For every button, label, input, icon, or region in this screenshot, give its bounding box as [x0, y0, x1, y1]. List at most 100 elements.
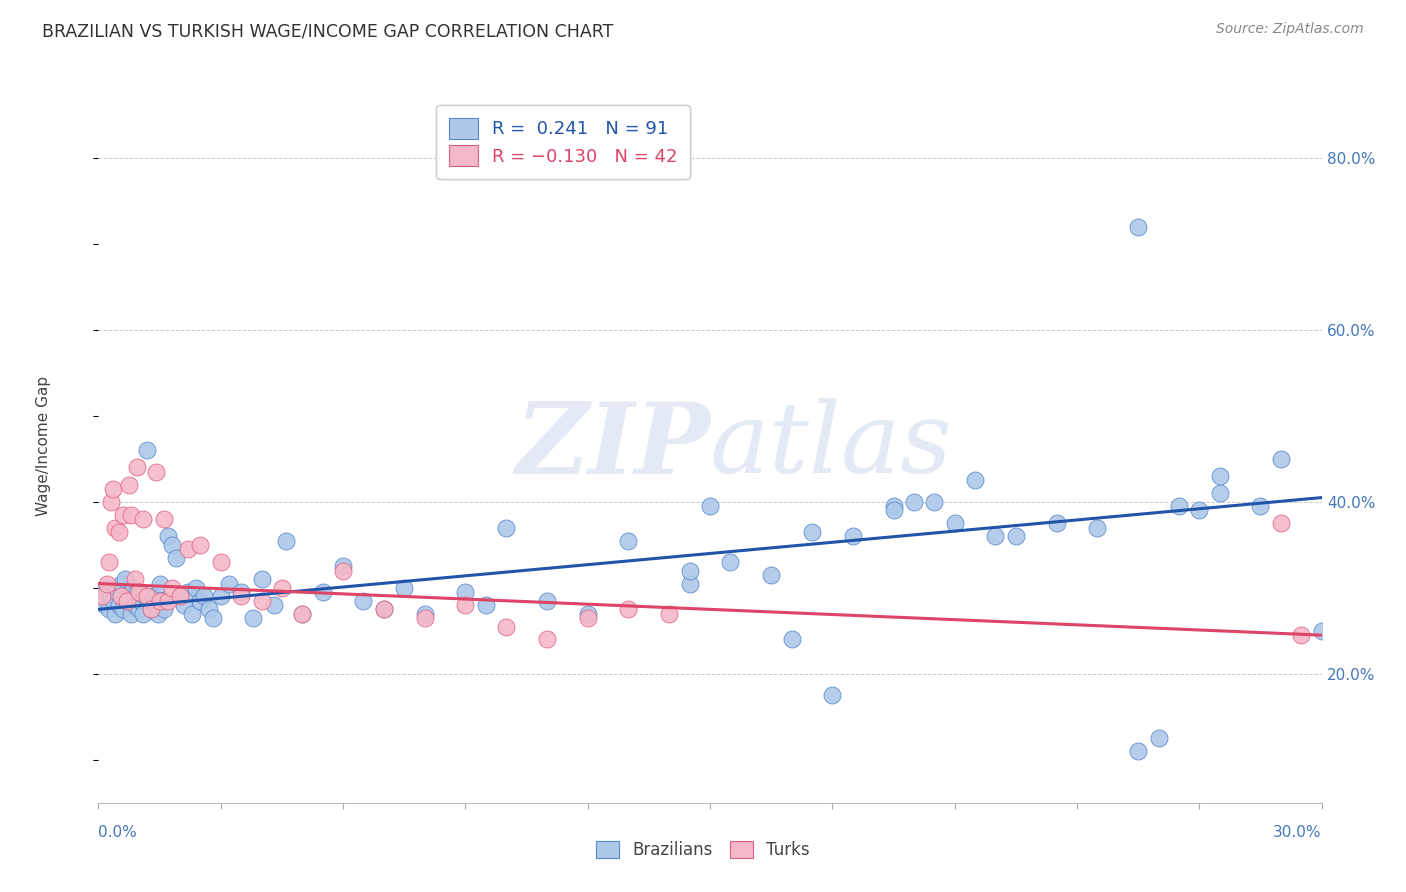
Point: [108, 598, 131, 612]
Point: [124, 572, 146, 586]
Point: [759, 568, 782, 582]
Point: [101, 482, 124, 496]
Point: [413, 607, 436, 621]
Point: [120, 607, 142, 621]
Point: [1310, 624, 1333, 638]
Point: [679, 576, 702, 591]
Point: [118, 477, 141, 491]
Point: [91, 585, 114, 599]
Point: [270, 581, 294, 595]
Text: Wage/Income Gap: Wage/Income Gap: [37, 376, 51, 516]
Point: [124, 598, 146, 612]
Point: [274, 533, 297, 548]
Point: [91, 590, 114, 604]
Point: [242, 611, 264, 625]
Point: [177, 585, 200, 599]
Point: [141, 602, 163, 616]
Point: [332, 559, 354, 574]
Point: [984, 529, 1007, 543]
Point: [231, 590, 253, 604]
Point: [132, 512, 155, 526]
Point: [903, 495, 925, 509]
Point: [136, 443, 159, 458]
Point: [576, 607, 599, 621]
Point: [841, 529, 863, 543]
Point: [1045, 516, 1069, 531]
Point: [474, 598, 498, 612]
Point: [965, 474, 987, 488]
Point: [617, 602, 640, 616]
Point: [141, 602, 163, 616]
Point: [138, 593, 160, 607]
Point: [720, 555, 742, 569]
Text: BRAZILIAN VS TURKISH WAGE/INCOME GAP CORRELATION CHART: BRAZILIAN VS TURKISH WAGE/INCOME GAP COR…: [42, 22, 613, 40]
Point: [658, 607, 681, 621]
Legend: R =  0.241   N = 91, R = −0.130   N = 42: R = 0.241 N = 91, R = −0.130 N = 42: [436, 105, 690, 178]
Point: [96, 581, 118, 595]
Point: [128, 602, 150, 616]
Point: [454, 598, 477, 612]
Point: [1208, 486, 1232, 500]
Point: [152, 602, 174, 616]
Legend: Brazilians, Turks: Brazilians, Turks: [589, 834, 817, 866]
Point: [373, 602, 395, 616]
Point: [922, 495, 945, 509]
Point: [101, 593, 124, 607]
Point: [495, 619, 517, 633]
Point: [883, 503, 905, 517]
Point: [1085, 521, 1108, 535]
Point: [173, 598, 195, 612]
Point: [1291, 628, 1313, 642]
Point: [1004, 529, 1026, 543]
Point: [1249, 499, 1271, 513]
Point: [536, 632, 558, 647]
Point: [100, 590, 122, 604]
Point: [132, 607, 155, 621]
Point: [160, 581, 183, 595]
Point: [209, 590, 232, 604]
Point: [821, 689, 844, 703]
Point: [1270, 516, 1292, 531]
Point: [1208, 469, 1232, 483]
Point: [1270, 451, 1292, 466]
Point: [169, 590, 191, 604]
Point: [156, 529, 179, 543]
Point: [186, 581, 208, 595]
Point: [115, 593, 138, 607]
Point: [156, 593, 179, 607]
Point: [801, 524, 824, 539]
Point: [115, 593, 138, 607]
Point: [250, 593, 273, 607]
Point: [413, 611, 436, 625]
Point: [332, 564, 354, 578]
Point: [111, 602, 134, 616]
Point: [136, 590, 159, 604]
Point: [129, 593, 152, 607]
Point: [165, 550, 187, 565]
Point: [160, 538, 183, 552]
Point: [576, 611, 599, 625]
Point: [111, 508, 134, 522]
Point: [122, 581, 145, 595]
Point: [118, 590, 141, 604]
Point: [149, 593, 172, 607]
Point: [1147, 731, 1170, 746]
Point: [104, 521, 127, 535]
Point: [145, 465, 167, 479]
Point: [312, 585, 335, 599]
Point: [142, 590, 165, 604]
Point: [617, 533, 640, 548]
Point: [1128, 219, 1150, 234]
Point: [145, 598, 167, 612]
Point: [110, 590, 132, 604]
Point: [209, 555, 232, 569]
Text: ZIP: ZIP: [515, 398, 710, 494]
Point: [100, 495, 122, 509]
Point: [250, 572, 273, 586]
Text: atlas: atlas: [710, 399, 953, 493]
Point: [150, 593, 173, 607]
Point: [188, 538, 212, 552]
Point: [188, 593, 212, 607]
Point: [181, 607, 204, 621]
Point: [454, 585, 477, 599]
